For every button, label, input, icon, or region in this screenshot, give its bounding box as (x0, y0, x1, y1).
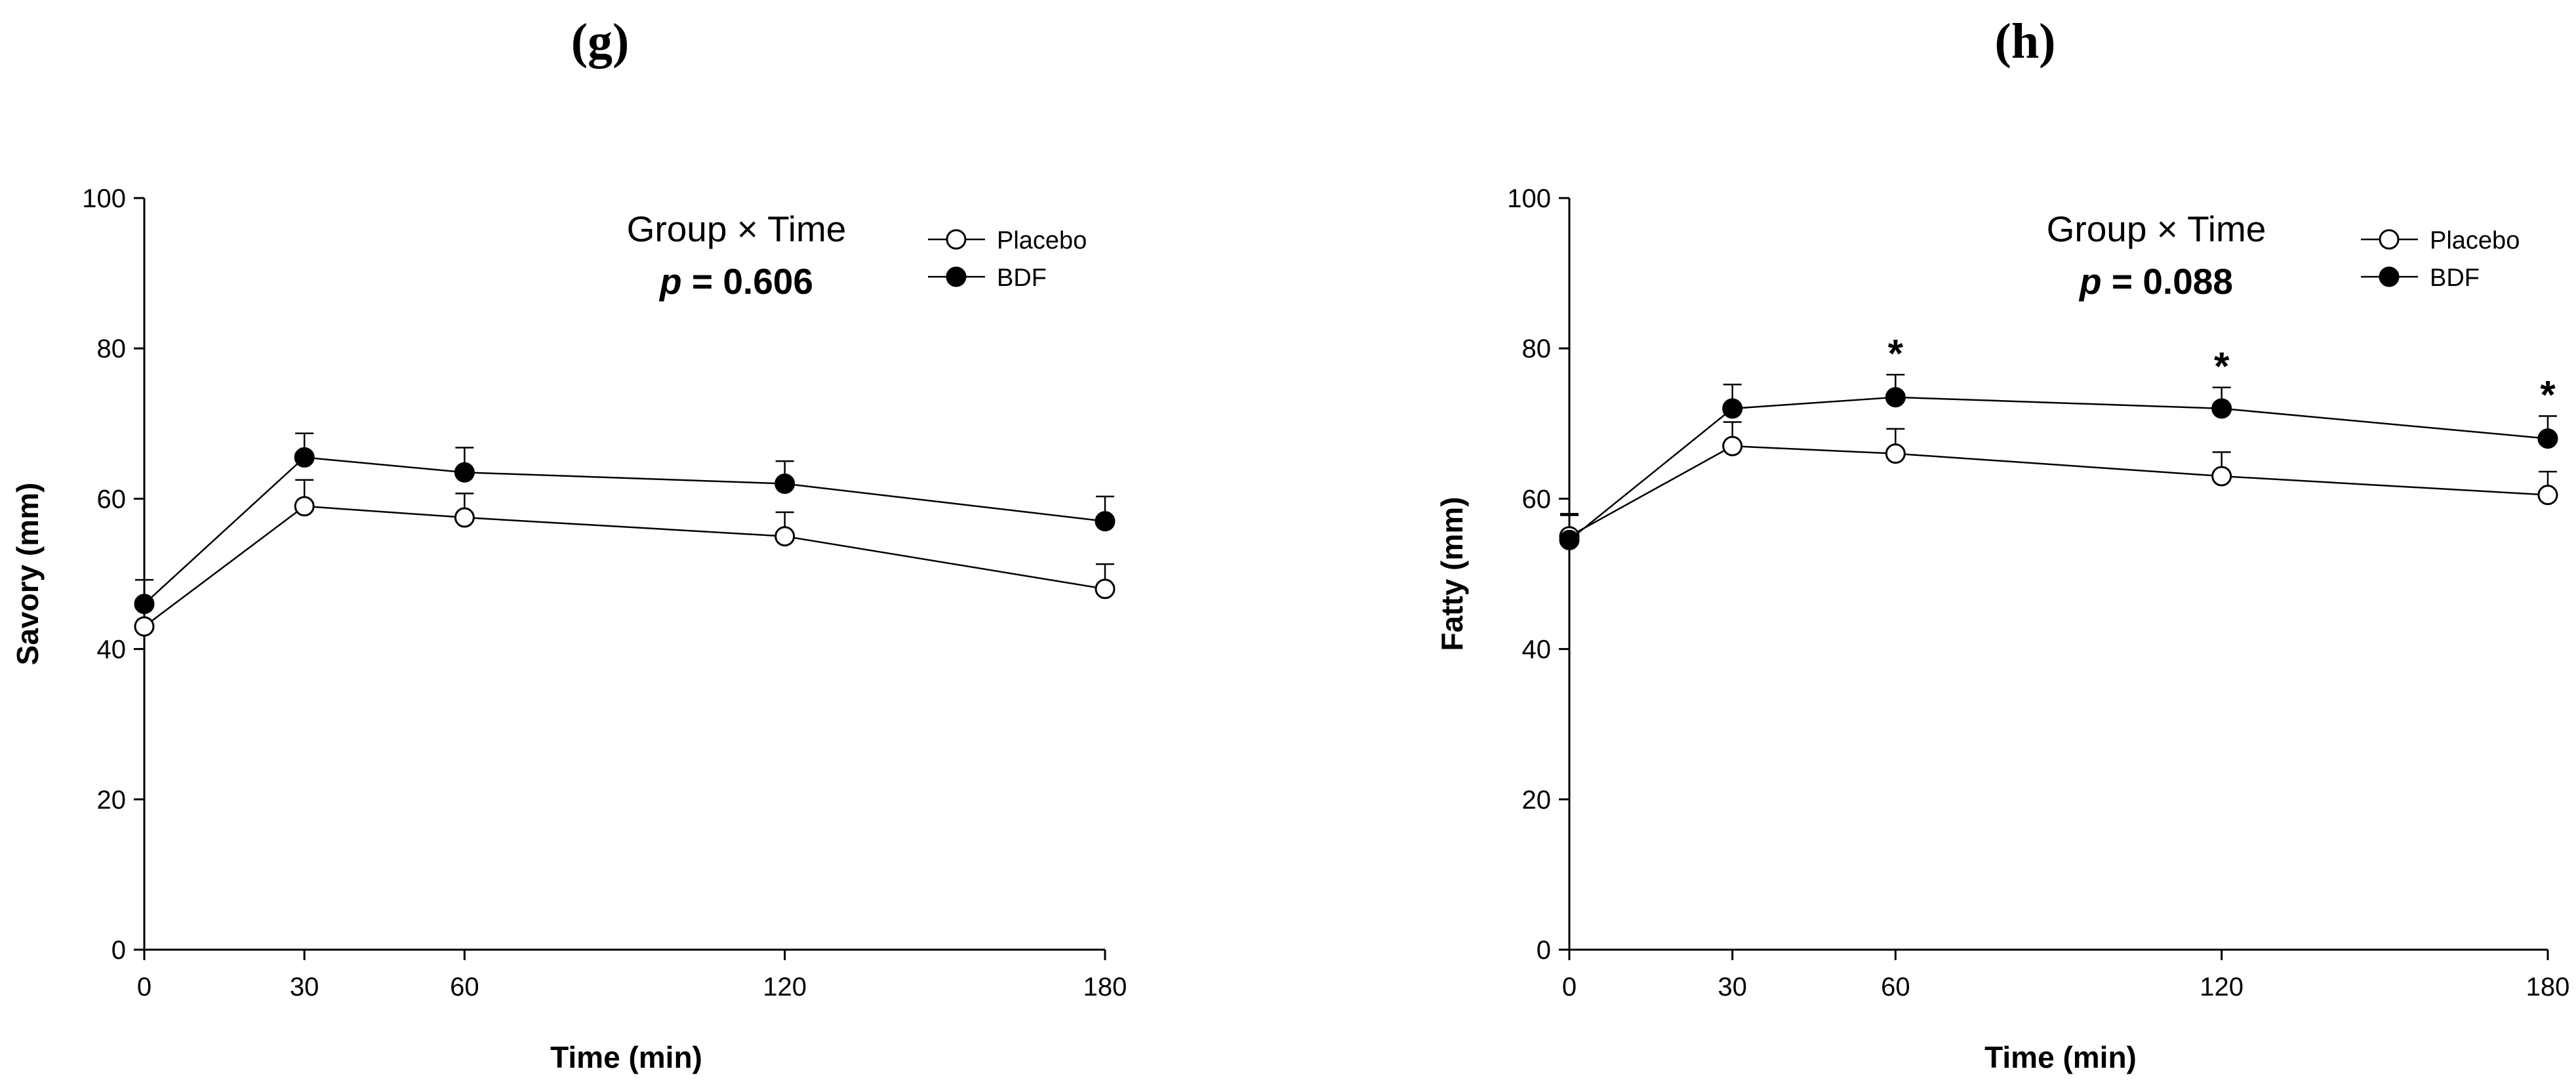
data-point-bdf (2537, 428, 2558, 449)
data-point-placebo (1885, 443, 1906, 464)
x-tick-label: 180 (2526, 973, 2570, 1001)
data-point-bdf (775, 473, 795, 494)
y-tick-label: 20 (97, 786, 127, 815)
y-tick-label: 100 (82, 184, 126, 213)
x-tick-label: 30 (290, 973, 319, 1001)
x-axis-title: Time (min) (1984, 1040, 2137, 1074)
x-ticks: 0 30 60 120 180 (137, 950, 1127, 1001)
y-tick-label: 40 (97, 636, 127, 664)
interaction-p-value: p = 0.088 (2078, 261, 2233, 302)
plot-area: * * * (1559, 331, 2558, 550)
y-tick-label: 100 (1507, 184, 1551, 213)
data-point-bdf (134, 594, 155, 615)
y-tick-label: 20 (1522, 786, 1552, 815)
y-tick-label: 0 (111, 936, 126, 965)
y-tick-label: 80 (1522, 334, 1552, 363)
significance-marker: * (2540, 373, 2556, 416)
x-axis-title: Time (min) (550, 1040, 702, 1074)
y-ticks: 0 20 40 60 80 100 (1507, 184, 1569, 965)
x-tick-label: 0 (137, 973, 151, 1001)
x-tick-label: 60 (450, 973, 479, 1001)
legend-marker-bdf (946, 266, 967, 287)
y-tick-label: 40 (1522, 636, 1552, 664)
y-tick-label: 60 (1522, 485, 1552, 514)
y-tick-label: 0 (1537, 936, 1551, 965)
data-point-bdf (454, 462, 475, 483)
data-point-bdf (294, 447, 315, 468)
legend: Placebo BDF (2361, 227, 2520, 292)
x-tick-label: 120 (763, 973, 807, 1001)
series-line-placebo (1569, 445, 2548, 537)
significance-marker: * (1888, 331, 1904, 375)
data-point-placebo (454, 507, 475, 528)
data-point-bdf (1722, 398, 1743, 419)
y-tick-label: 80 (97, 334, 127, 363)
data-point-placebo (775, 526, 795, 547)
legend: Placebo BDF (928, 227, 1087, 292)
panel-label: (g) (571, 14, 630, 69)
significance-marker: * (2214, 344, 2230, 388)
x-tick-label: 60 (1881, 973, 1910, 1001)
series-line-bdf (144, 456, 1106, 605)
legend-marker-placebo (946, 229, 967, 250)
interaction-annotation-title: Group × Time (627, 209, 847, 249)
legend-label-bdf: BDF (2430, 264, 2480, 292)
x-tick-label: 180 (1083, 973, 1127, 1001)
legend-label-placebo: Placebo (2430, 227, 2520, 254)
legend-label-bdf: BDF (997, 264, 1047, 292)
p-symbol: p (2078, 261, 2102, 302)
data-point-bdf (1559, 529, 1580, 550)
plot-area (134, 432, 1116, 637)
interaction-annotation-title: Group × Time (2047, 209, 2266, 249)
data-point-placebo (1722, 435, 1743, 456)
data-point-placebo (294, 496, 315, 517)
x-tick-label: 30 (1718, 973, 1747, 1001)
legend-marker-placebo (2379, 229, 2400, 250)
y-ticks: 0 20 40 60 80 100 (82, 184, 144, 965)
data-point-bdf (1885, 387, 1906, 408)
data-point-placebo (2537, 485, 2558, 506)
data-point-placebo (2211, 466, 2232, 487)
x-ticks: 0 30 60 120 180 (1562, 950, 2570, 1001)
x-tick-label: 0 (1562, 973, 1577, 1001)
y-tick-label: 60 (97, 485, 127, 514)
y-axis-title: Savory (mm) (10, 483, 45, 666)
data-point-placebo (1095, 578, 1116, 599)
series-line-bdf (1569, 396, 2548, 541)
p-value: = 0.606 (682, 261, 813, 302)
p-value: = 0.088 (2102, 261, 2233, 302)
series-line-placebo (144, 505, 1106, 628)
data-point-bdf (1095, 511, 1116, 532)
interaction-p-value: p = 0.606 (658, 261, 813, 302)
legend-label-placebo: Placebo (997, 227, 1087, 254)
panel-label: (h) (1995, 14, 2056, 69)
data-point-placebo (134, 616, 155, 637)
p-symbol: p (658, 261, 682, 302)
x-tick-label: 120 (2200, 973, 2244, 1001)
y-axis-title: Fatty (mm) (1435, 496, 1469, 651)
data-point-bdf (2211, 398, 2232, 419)
legend-marker-bdf (2379, 266, 2400, 287)
